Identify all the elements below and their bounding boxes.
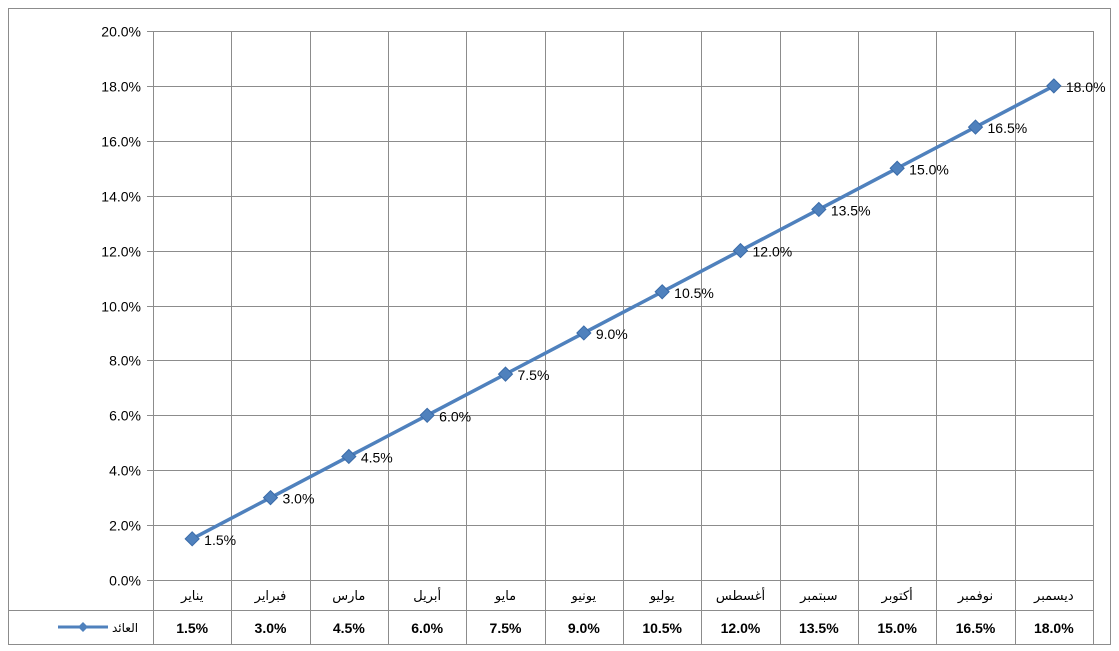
y-tick-label: 20.0% — [101, 24, 141, 40]
x-tick-label: مارس — [332, 589, 365, 604]
data-table-value: 15.0% — [877, 620, 917, 636]
data-point-marker — [497, 366, 514, 382]
data-label: 1.5% — [204, 532, 236, 548]
y-tick-label: 18.0% — [101, 79, 141, 95]
legend-label: العائد — [112, 621, 138, 635]
data-point-marker — [811, 201, 827, 218]
data-table-value: 1.5% — [176, 620, 208, 636]
x-tick-label: فبراير — [254, 589, 287, 604]
data-label: 16.5% — [988, 120, 1028, 136]
data-point-marker — [1046, 78, 1062, 94]
x-tick-label: أغسطس — [716, 587, 765, 604]
data-label: 3.0% — [283, 491, 315, 507]
y-tick-label: 2.0% — [109, 518, 141, 534]
y-tick-label: 4.0% — [109, 463, 141, 479]
x-tick-label: يناير — [180, 589, 204, 604]
data-point-marker — [419, 407, 435, 424]
x-tick-label: أكتوبر — [881, 587, 913, 604]
data-label: 10.5% — [674, 285, 714, 301]
data-table-value: 4.5% — [333, 620, 365, 636]
data-table-value: 3.0% — [255, 620, 287, 636]
data-point-marker — [967, 119, 984, 135]
x-tick-label: مايو — [494, 589, 516, 604]
y-tick-label: 6.0% — [109, 408, 141, 424]
legend-marker-icon — [78, 622, 88, 632]
data-label: 18.0% — [1066, 79, 1106, 95]
data-table-value: 9.0% — [568, 620, 600, 636]
y-tick-label: 14.0% — [101, 189, 141, 205]
data-label: 12.0% — [753, 244, 793, 260]
data-table-value: 16.5% — [956, 620, 996, 636]
data-label: 4.5% — [361, 449, 393, 465]
data-point-marker — [184, 531, 200, 547]
data-label: 7.5% — [518, 367, 550, 383]
data-point-marker — [341, 448, 357, 465]
data-table-value: 6.0% — [411, 620, 443, 636]
y-tick-label: 8.0% — [109, 353, 141, 369]
data-label: 6.0% — [439, 408, 471, 424]
x-tick-label: نوفمبر — [957, 589, 993, 604]
x-tick-label: ديسمبر — [1033, 589, 1074, 604]
chart-frame — [8, 8, 1111, 645]
x-tick-label: سبتمبر — [799, 589, 837, 604]
y-tick-label: 12.0% — [101, 244, 141, 260]
series-line — [191, 84, 1055, 541]
data-label: 15.0% — [909, 161, 949, 177]
data-table-value: 12.0% — [721, 620, 761, 636]
data-point-marker — [262, 489, 279, 506]
data-point-marker — [654, 284, 670, 300]
x-tick-label: أبريل — [413, 587, 441, 604]
y-tick-label: 16.0% — [101, 134, 141, 150]
x-tick-label: يونيو — [571, 589, 597, 604]
data-table-value: 7.5% — [490, 620, 522, 636]
data-label: 13.5% — [831, 202, 871, 218]
y-tick-label: 0.0% — [109, 573, 141, 589]
data-table-value: 13.5% — [799, 620, 839, 636]
x-tick-label: يوليو — [649, 589, 675, 604]
data-point-marker — [732, 242, 749, 259]
data-table-value: 10.5% — [642, 620, 682, 636]
data-table-value: 18.0% — [1034, 620, 1074, 636]
data-label: 9.0% — [596, 326, 628, 342]
y-tick-label: 10.0% — [101, 299, 141, 315]
data-point-marker — [576, 325, 592, 341]
data-point-marker — [889, 160, 905, 176]
